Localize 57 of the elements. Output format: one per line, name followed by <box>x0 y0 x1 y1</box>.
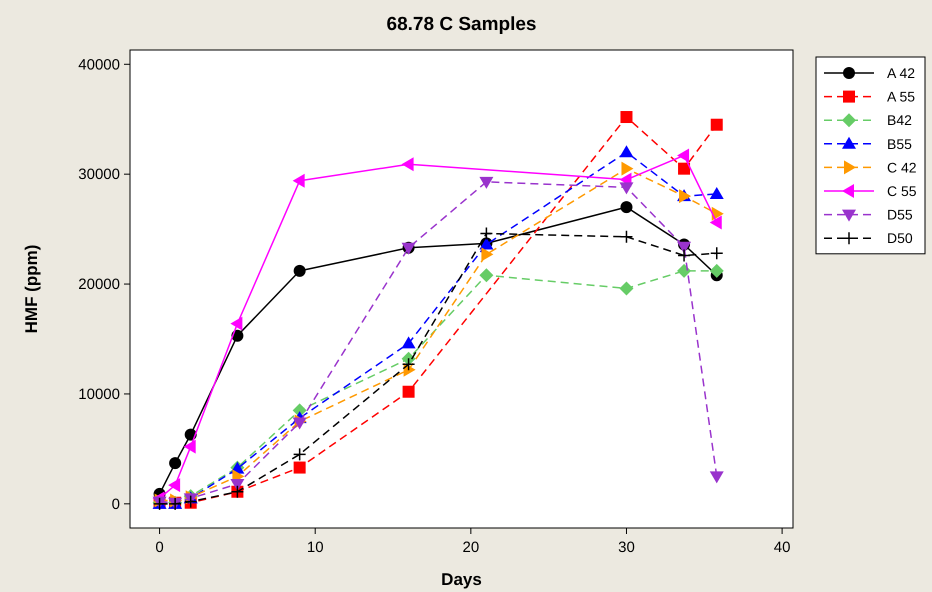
point <box>677 248 691 262</box>
point <box>710 264 724 278</box>
y-tick-label: 10000 <box>78 386 120 403</box>
point <box>620 111 632 124</box>
point <box>230 316 242 331</box>
point <box>169 457 182 470</box>
x-tick-label: 40 <box>774 539 790 556</box>
point <box>292 448 306 462</box>
legend-label: C 42 <box>887 159 917 176</box>
point <box>292 174 305 188</box>
point <box>619 182 634 194</box>
legend-label: D55 <box>887 206 913 223</box>
point <box>481 247 494 262</box>
point <box>620 201 632 214</box>
point <box>620 230 634 244</box>
point <box>230 479 244 492</box>
point <box>677 264 692 278</box>
point <box>480 226 494 240</box>
point <box>292 418 307 430</box>
legend-label: B42 <box>887 112 912 128</box>
x-tick-label: 10 <box>306 539 324 556</box>
legend-label: C 55 <box>887 183 917 199</box>
point <box>402 157 414 172</box>
point <box>678 162 690 175</box>
point <box>710 186 724 199</box>
y-tick-label: 40000 <box>78 56 120 74</box>
chart-title: 68.78 C Samples <box>386 14 536 35</box>
point <box>619 281 634 296</box>
point <box>402 386 415 398</box>
y-tick-label: 30000 <box>78 166 120 184</box>
legend-label: B55 <box>887 136 912 152</box>
legend-label: A 42 <box>887 65 916 81</box>
x-tick-label: 30 <box>618 539 635 556</box>
x-tick-label: 20 <box>462 539 480 556</box>
point <box>677 148 690 162</box>
point <box>402 336 416 348</box>
point <box>402 358 416 372</box>
x-tick-label: 0 <box>155 539 164 556</box>
point <box>677 242 692 254</box>
y-tick-label: 20000 <box>78 276 120 294</box>
point <box>294 264 306 277</box>
point <box>621 162 634 176</box>
y-axis-title: HMF (ppm) <box>22 244 41 334</box>
point <box>479 268 494 282</box>
y-tick-label: 0 <box>112 496 120 513</box>
x-axis-title: Days <box>441 570 482 589</box>
point <box>294 462 306 474</box>
point <box>619 145 634 158</box>
point <box>710 118 723 131</box>
point <box>168 478 180 492</box>
point <box>184 440 196 454</box>
point <box>710 246 724 260</box>
point <box>710 216 722 230</box>
point <box>479 176 494 189</box>
point <box>710 471 724 484</box>
legend-label: D50 <box>887 230 913 246</box>
legend-label: A 55 <box>887 88 916 105</box>
